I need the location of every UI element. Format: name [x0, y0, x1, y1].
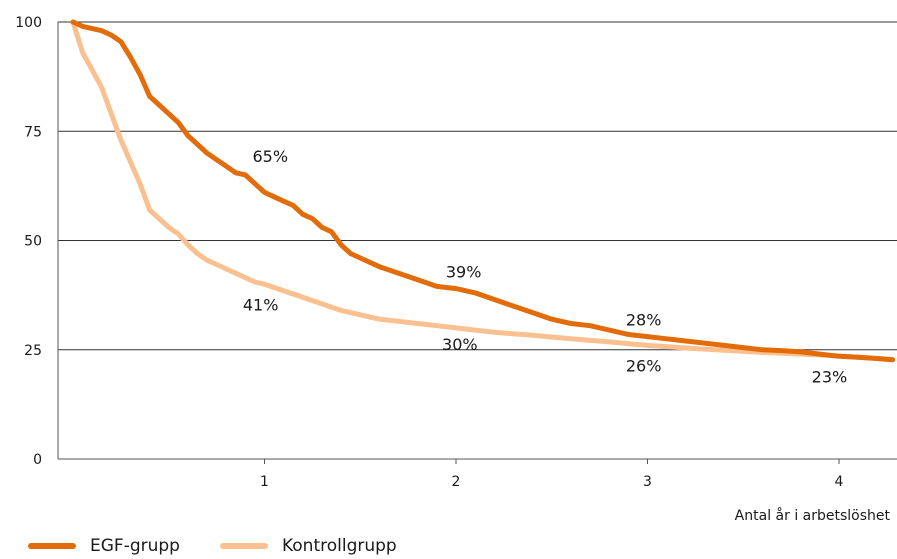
series-line-egf [70, 19, 896, 363]
x-tick-label-4: 4 [835, 474, 844, 490]
annotations: 65% 39% 28% 23% 41% 30% 26% [243, 147, 847, 387]
x-axis-label: Antal år i arbetslöshet [735, 507, 891, 524]
data-label-1: 39% [446, 263, 482, 282]
legend-item-egf: EGF-grupp [28, 536, 180, 556]
x-tick-label-2: 2 [452, 474, 461, 490]
legend-item-kontroll: Kontrollgrupp [219, 536, 397, 556]
y-tick-label-0: 0 [33, 452, 42, 468]
y-tick-label-100: 100 [15, 15, 42, 31]
data-label-0: 65% [252, 147, 288, 166]
series-lines [70, 19, 896, 363]
legend: EGF-grupp Kontrollgrupp [28, 536, 437, 556]
data-label-4: 41% [243, 295, 279, 314]
data-label-5: 30% [442, 335, 478, 354]
y-tick-label-25: 25 [24, 343, 42, 359]
line-chart: 0 25 50 75 100 1 2 3 4 65% 39% 28% 23% 41% 30% 26% An… [15, 15, 897, 524]
x-tick-label-1: 1 [260, 474, 269, 490]
y-tick-label-50: 50 [24, 234, 42, 250]
data-label-3: 23% [812, 368, 848, 387]
gridlines [57, 21, 897, 460]
y-tick-label-75: 75 [24, 124, 42, 140]
y-axis-ticks: 0 25 50 75 100 [15, 15, 42, 468]
legend-swatch-egf [28, 543, 76, 549]
legend-label-egf: EGF-grupp [90, 536, 180, 556]
data-label-2: 28% [626, 311, 662, 330]
x-tick-label-3: 3 [643, 474, 652, 490]
data-label-6: 26% [626, 357, 662, 376]
legend-swatch-kontroll [219, 543, 268, 549]
x-axis-ticks: 1 2 3 4 [260, 459, 844, 490]
series-line-kontroll [70, 19, 896, 362]
legend-label-kontroll: Kontrollgrupp [281, 536, 397, 556]
